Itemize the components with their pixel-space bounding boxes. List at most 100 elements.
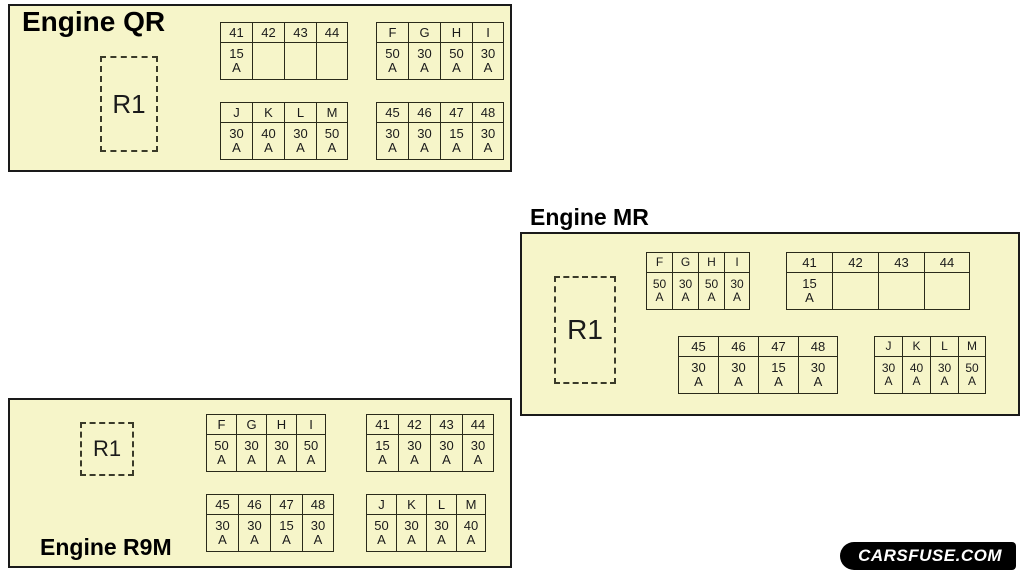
fuse-column: 4830 A [472, 102, 504, 160]
fuse-column: 4230 A [398, 414, 430, 472]
fuse-header: J [221, 103, 252, 123]
fuse-header: G [673, 253, 698, 273]
fuse-column: 4715 A [758, 336, 798, 394]
fuse-value: 30 A [679, 357, 718, 393]
fuse-column: M50 A [958, 336, 986, 394]
fuse-column: I50 A [296, 414, 326, 472]
fuse-column: J30 A [874, 336, 902, 394]
fuse-value: 30 A [397, 515, 426, 551]
fuse-column: F50 A [376, 22, 408, 80]
fuse-header: 48 [799, 337, 837, 357]
panel-title-r9m: Engine R9M [40, 534, 172, 561]
fuse-header: 42 [833, 253, 878, 273]
fuse-value: 30 A [237, 435, 266, 471]
fuse-value: 30 A [303, 515, 333, 551]
fuse-value [285, 43, 316, 79]
fuse-value [317, 43, 347, 79]
fuse-value [833, 273, 878, 309]
fuse-column: 4530 A [678, 336, 718, 394]
fuse-header: 45 [207, 495, 238, 515]
fuse-block: 4115 A424344 [786, 252, 970, 310]
fuse-value: 30 A [267, 435, 296, 471]
fuse-column: 4715 A [270, 494, 302, 552]
fuse-header: I [473, 23, 503, 43]
fuse-header: H [699, 253, 724, 273]
fuse-value: 50 A [297, 435, 325, 471]
fuse-value: 50 A [377, 43, 408, 79]
relay-label: R1 [112, 89, 145, 120]
fuse-header: 42 [399, 415, 430, 435]
fuse-column: 44 [316, 22, 348, 80]
fuse-column: 4115 A [220, 22, 252, 80]
fuse-block: 4115 A4230 A4330 A4430 A [366, 414, 494, 472]
fuse-column: I30 A [472, 22, 504, 80]
fuse-column: I30 A [724, 252, 750, 310]
fuse-block: J30 AK40 AL30 AM50 A [220, 102, 348, 160]
fuse-column: 43 [284, 22, 316, 80]
fuse-value: 30 A [799, 357, 837, 393]
fuse-header: 45 [377, 103, 408, 123]
relay-label: R1 [93, 436, 121, 462]
fuse-column: 4330 A [430, 414, 462, 472]
fuse-value [925, 273, 969, 309]
fuse-column: F50 A [646, 252, 672, 310]
fuse-header: K [903, 337, 930, 357]
fuse-value: 50 A [699, 273, 724, 309]
fuse-header: H [267, 415, 296, 435]
panel-mr: R1F50 AG30 AH50 AI30 A4115 A4243444530 A… [520, 232, 1020, 416]
fuse-column: 4830 A [798, 336, 838, 394]
fuse-column: 4115 A [786, 252, 832, 310]
fuse-value: 30 A [725, 273, 749, 309]
fuse-column: L30 A [426, 494, 456, 552]
fuse-header: 47 [271, 495, 302, 515]
fuse-header: F [207, 415, 236, 435]
fuse-value: 50 A [317, 123, 347, 159]
fuse-value: 30 A [221, 123, 252, 159]
fuse-column: H30 A [266, 414, 296, 472]
fuse-column: 42 [252, 22, 284, 80]
fuse-block: F50 AG30 AH50 AI30 A [646, 252, 750, 310]
fuse-value: 30 A [931, 357, 958, 393]
fuse-value: 15 A [271, 515, 302, 551]
fuse-header: M [457, 495, 485, 515]
fuse-header: F [647, 253, 672, 273]
fuse-value: 40 A [457, 515, 485, 551]
fuse-column: 4715 A [440, 102, 472, 160]
fuse-column: 4430 A [462, 414, 494, 472]
fuse-header: L [285, 103, 316, 123]
fuse-value: 40 A [903, 357, 930, 393]
fuse-header: 41 [787, 253, 832, 273]
fuse-block: F50 AG30 AH50 AI30 A [376, 22, 504, 80]
fuse-column: L30 A [284, 102, 316, 160]
fuse-column: K40 A [902, 336, 930, 394]
fuse-value: 15 A [759, 357, 798, 393]
fuse-header: 44 [925, 253, 969, 273]
fuse-column: F50 A [206, 414, 236, 472]
fuse-value: 30 A [427, 515, 456, 551]
fuse-column: 42 [832, 252, 878, 310]
fuse-value: 30 A [285, 123, 316, 159]
fuse-column: K40 A [252, 102, 284, 160]
fuse-value: 30 A [377, 123, 408, 159]
fuse-header: F [377, 23, 408, 43]
fuse-header: I [297, 415, 325, 435]
fuse-header: 46 [409, 103, 440, 123]
panel-title-qr: Engine QR [22, 6, 165, 38]
fuse-column: G30 A [672, 252, 698, 310]
fuse-value: 30 A [409, 123, 440, 159]
fuse-value: 15 A [221, 43, 252, 79]
fuse-column: M50 A [316, 102, 348, 160]
panel-title-mr: Engine MR [530, 204, 649, 231]
fuse-header: M [317, 103, 347, 123]
fuse-header: 44 [463, 415, 493, 435]
fuse-header: 47 [441, 103, 472, 123]
fuse-column: J50 A [366, 494, 396, 552]
fuse-value: 30 A [399, 435, 430, 471]
fuse-value: 30 A [673, 273, 698, 309]
watermark: CARSFUSE.COM [840, 542, 1016, 570]
fuse-header: J [875, 337, 902, 357]
fuse-header: 45 [679, 337, 718, 357]
fuse-header: I [725, 253, 749, 273]
fuse-value: 50 A [207, 435, 236, 471]
relay-label: R1 [567, 314, 603, 346]
